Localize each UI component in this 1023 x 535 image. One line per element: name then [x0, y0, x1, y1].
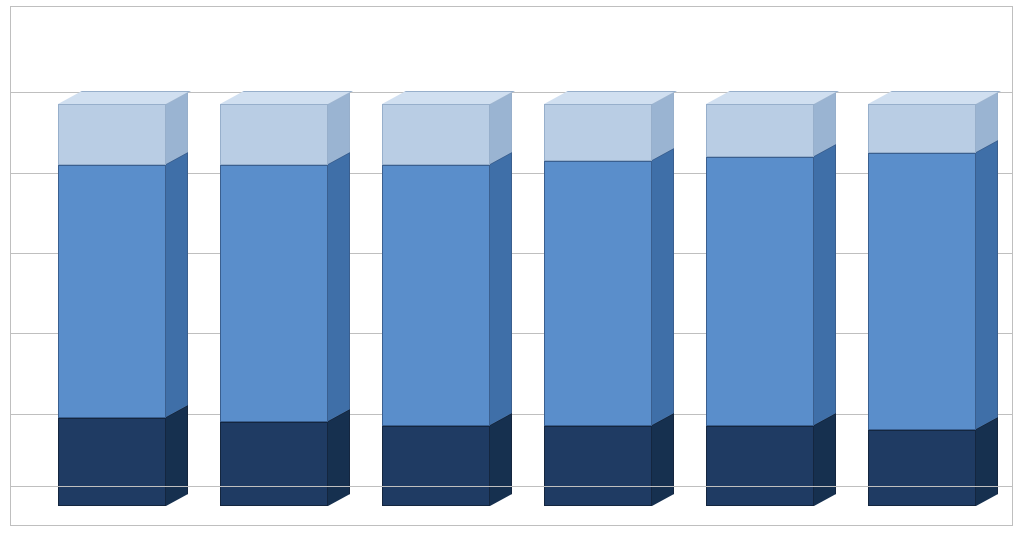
bar-side-face	[328, 92, 350, 506]
bar-segment-side	[166, 406, 188, 506]
bar-segment-side	[490, 92, 512, 164]
bar-front-face	[58, 104, 166, 506]
bar-segment-side	[814, 414, 836, 506]
bar-segment-front	[382, 165, 490, 426]
bar-segment-front	[58, 165, 166, 418]
bar-column	[58, 104, 166, 506]
bar-front-face	[220, 104, 328, 506]
bar-segment-front	[868, 153, 976, 430]
bar-segment-front	[382, 104, 490, 164]
bar-side-face	[652, 92, 674, 506]
bar-side-face	[490, 92, 512, 506]
bar-side-face	[976, 92, 998, 506]
bar-segment-side	[166, 153, 188, 418]
plot-area	[10, 6, 1013, 526]
bar-front-face	[544, 104, 652, 506]
bar-segment-front	[220, 165, 328, 422]
bar-segment-front	[868, 430, 976, 506]
bar-segment-side	[490, 153, 512, 426]
bar-segment-front	[868, 104, 976, 152]
bar-front-face	[382, 104, 490, 506]
bar-column	[220, 104, 328, 506]
bar-segment-front	[544, 161, 652, 426]
bar-segment-side	[490, 414, 512, 506]
bar-column	[868, 104, 976, 506]
bar-segment-side	[814, 145, 836, 426]
bar-segment-side	[328, 153, 350, 422]
bar-side-face	[814, 92, 836, 506]
bar-segment-side	[976, 141, 998, 430]
bar-front-face	[868, 104, 976, 506]
bar-segment-front	[706, 104, 814, 156]
bar-segment-front	[706, 157, 814, 426]
bar-segment-front	[220, 422, 328, 506]
bar-segment-side	[328, 410, 350, 506]
bar-segment-front	[382, 426, 490, 506]
bar-segment-front	[58, 418, 166, 506]
bar-segment-side	[328, 92, 350, 164]
bar-segment-front	[220, 104, 328, 164]
bar-segment-front	[544, 426, 652, 506]
bars-layer	[10, 6, 1013, 526]
bar-segment-side	[652, 414, 674, 506]
bar-segment-side	[652, 149, 674, 426]
bar-segment-side	[976, 418, 998, 506]
bar-segment-front	[58, 104, 166, 164]
bar-column	[706, 104, 814, 506]
bar-side-face	[166, 92, 188, 506]
bar-segment-front	[706, 426, 814, 506]
stacked-bar-3d-chart	[0, 0, 1023, 535]
bar-segment-front	[544, 104, 652, 160]
bar-column	[544, 104, 652, 506]
bar-segment-side	[166, 92, 188, 164]
bar-column	[382, 104, 490, 506]
bar-front-face	[706, 104, 814, 506]
